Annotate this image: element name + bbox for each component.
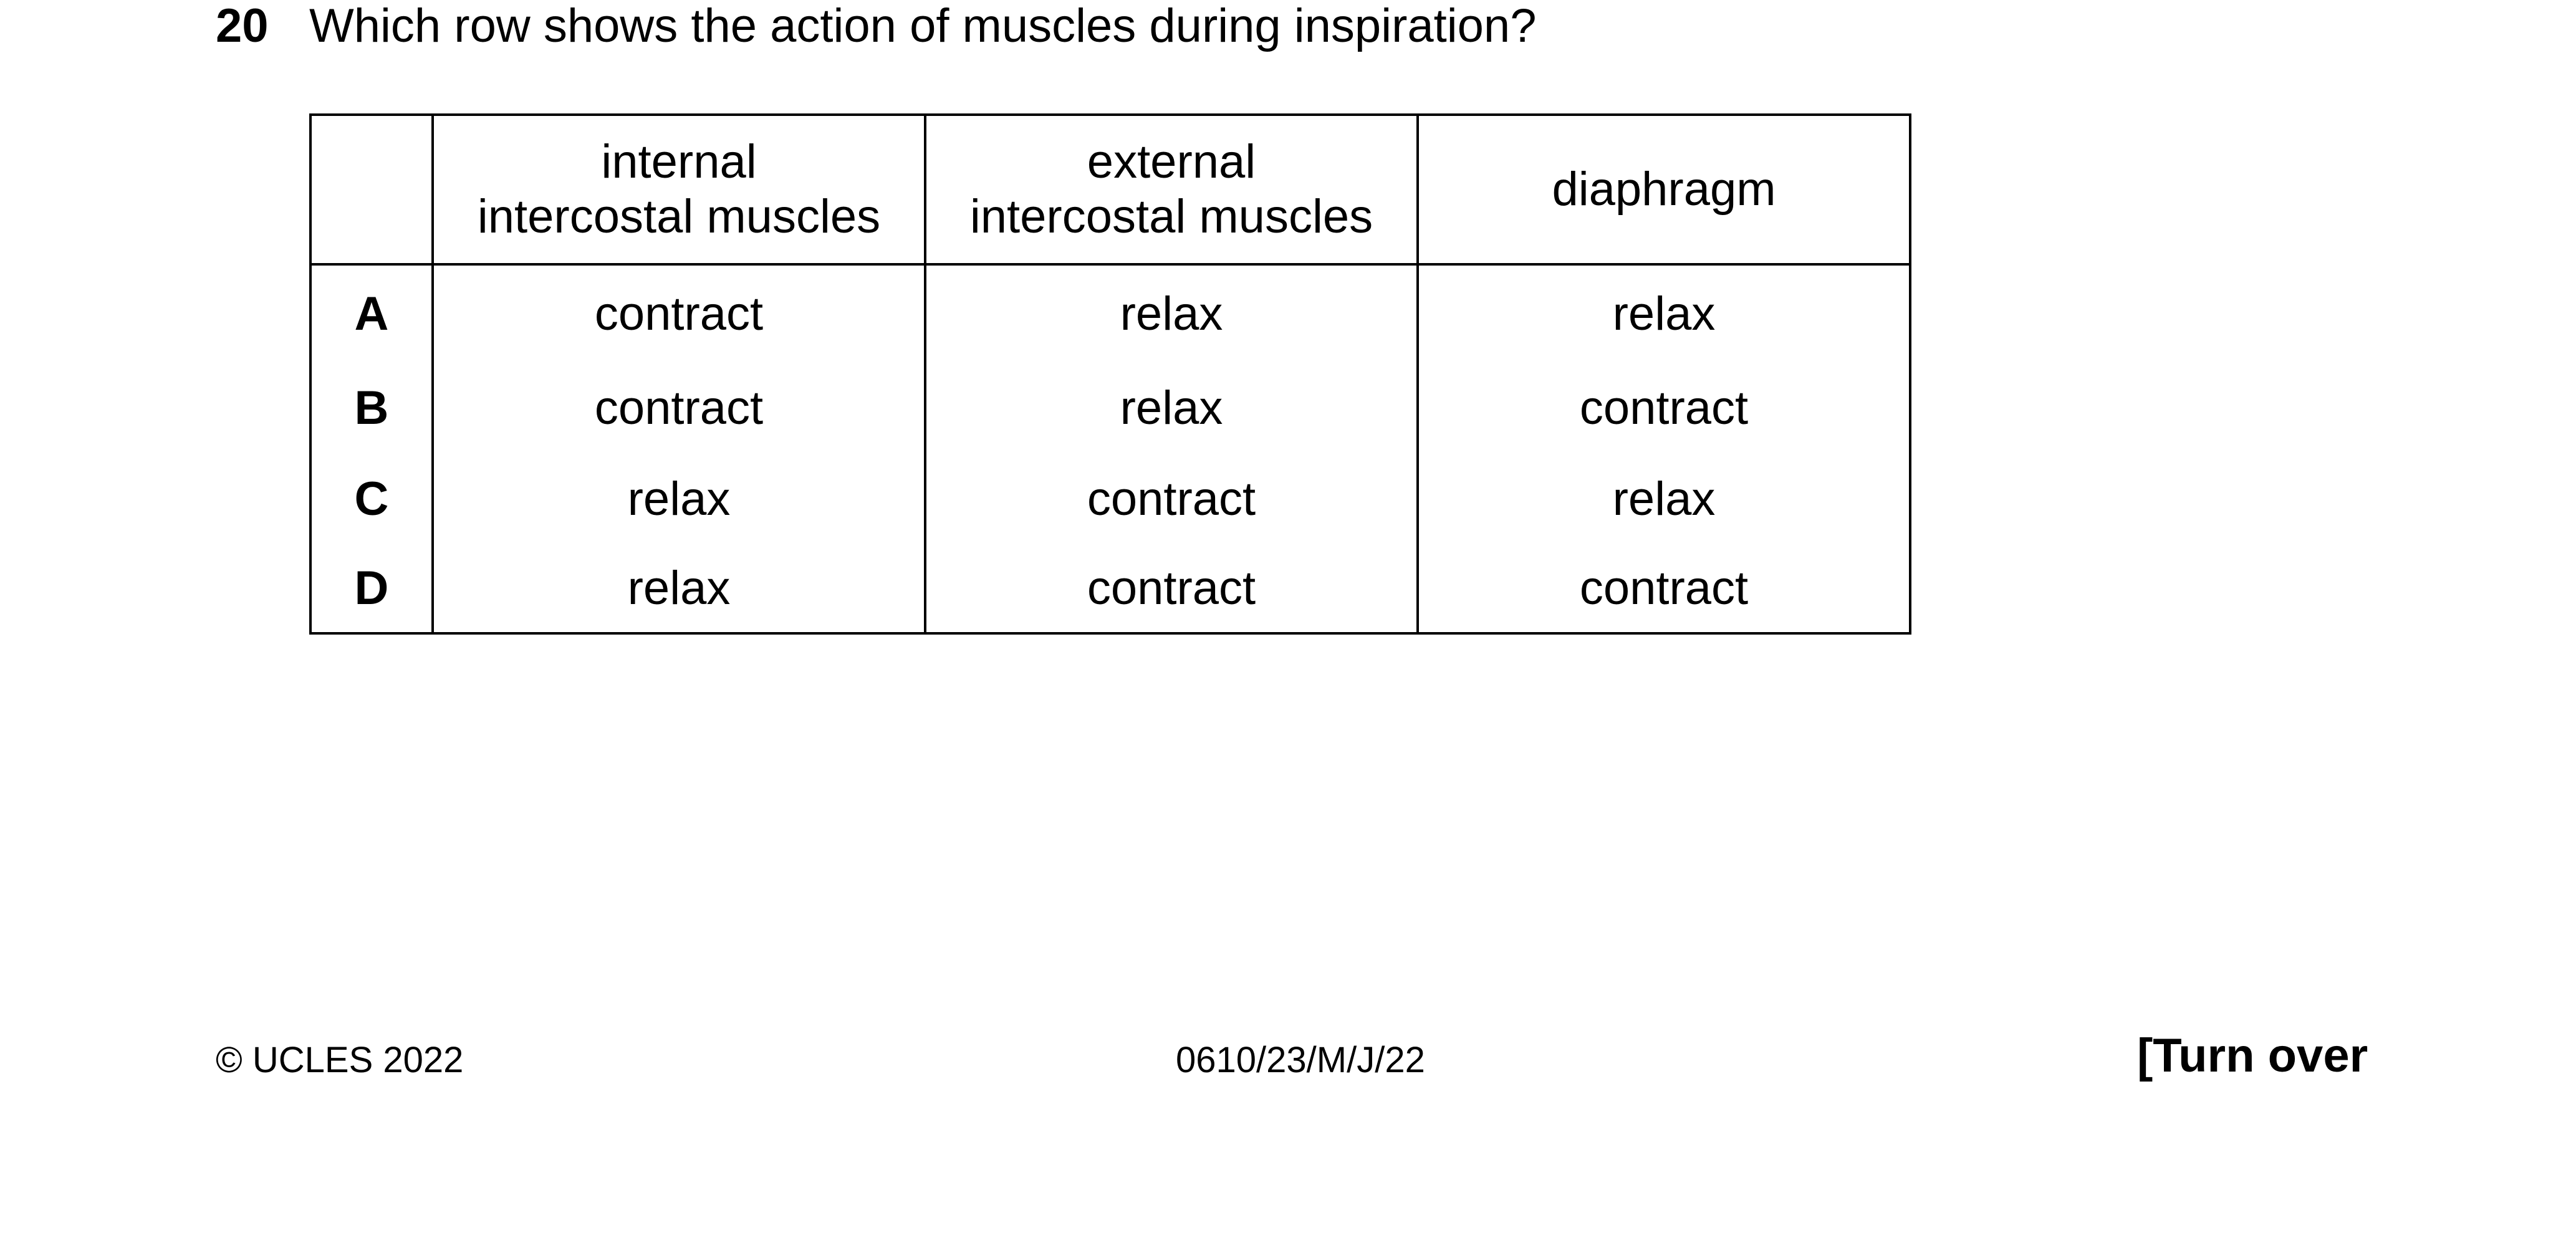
header-external-intercostal: external intercostal muscles: [924, 115, 1419, 266]
cell-diaphragm: contract: [1416, 545, 1911, 633]
cell-external: contract: [924, 545, 1419, 633]
header-blank: [309, 115, 434, 266]
answer-table: internal intercostal muscles external in…: [309, 113, 1911, 635]
paper-code: 0610/23/M/J/22: [1176, 1040, 1425, 1080]
cell-diaphragm: relax: [1416, 454, 1911, 545]
header-internal-intercostal: internal intercostal muscles: [431, 115, 926, 266]
header-diaphragm: diaphragm: [1416, 115, 1911, 266]
table-row: A contract relax relax: [309, 264, 1911, 363]
table-header-row: internal intercostal muscles external in…: [309, 115, 1911, 266]
cell-external: relax: [924, 363, 1419, 454]
table-row: C relax contract relax: [309, 454, 1911, 545]
cell-internal: relax: [431, 454, 926, 545]
table-row: B contract relax contract: [309, 363, 1911, 454]
question-text: Which row shows the action of muscles du…: [309, 0, 1537, 52]
cell-diaphragm: contract: [1416, 363, 1911, 454]
question-number: 20: [216, 0, 269, 52]
table-row: D relax contract contract: [309, 545, 1911, 633]
row-letter-c: C: [309, 454, 434, 545]
cell-external: contract: [924, 454, 1419, 545]
cell-external: relax: [924, 264, 1419, 363]
copyright-notice: © UCLES 2022: [216, 1040, 464, 1080]
row-letter-a: A: [309, 264, 434, 363]
cell-internal: contract: [431, 363, 926, 454]
cell-internal: contract: [431, 264, 926, 363]
cell-diaphragm: relax: [1416, 264, 1911, 363]
cell-internal: relax: [431, 545, 926, 633]
turn-over-label: [Turn over: [2137, 1029, 2368, 1082]
row-letter-d: D: [309, 545, 434, 633]
row-letter-b: B: [309, 363, 434, 454]
